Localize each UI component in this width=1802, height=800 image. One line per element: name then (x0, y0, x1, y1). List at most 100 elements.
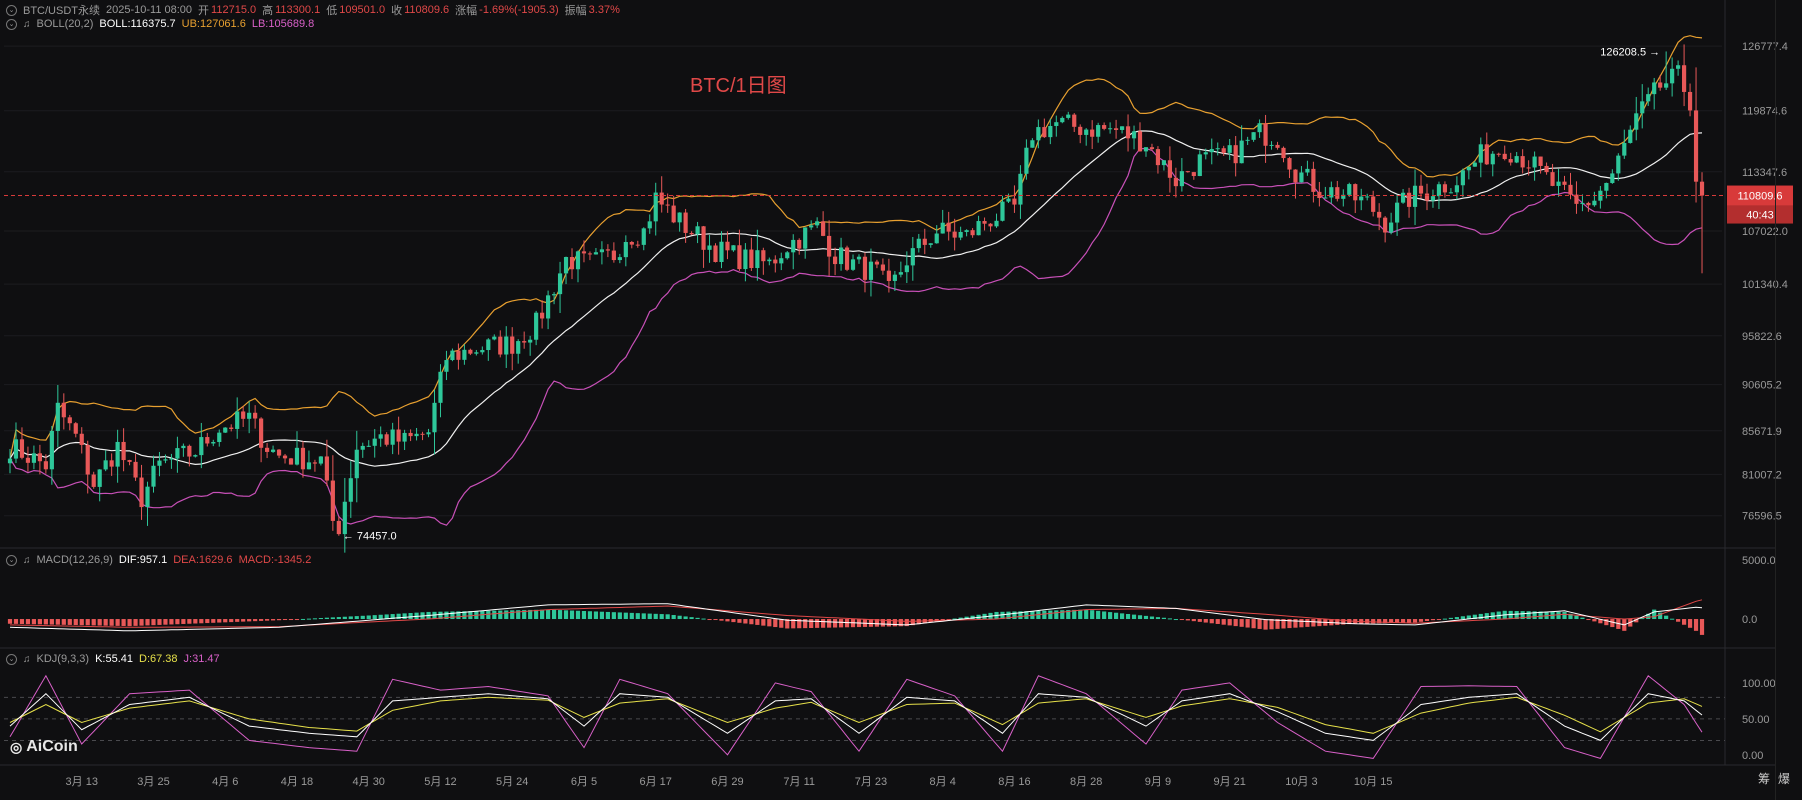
macd-histogram-bar (1400, 619, 1406, 623)
candle-body (1078, 126, 1083, 135)
candle-body (61, 402, 66, 418)
candle-body (1418, 185, 1424, 194)
candle-body (163, 459, 168, 461)
candle-body (1281, 147, 1286, 159)
macd-histogram-bar (79, 619, 84, 626)
price-axis-label: 101340.4 (1742, 279, 1788, 291)
candle-body (1556, 181, 1561, 186)
macd-histogram-bar (1430, 619, 1436, 621)
close-label: 收 (391, 5, 403, 17)
macd-histogram-bar (1687, 619, 1693, 628)
candle-body (247, 412, 252, 419)
macd-histogram-bar (611, 612, 616, 620)
candle-body (229, 427, 234, 429)
candle-body (37, 453, 42, 462)
candle-body (1676, 65, 1681, 69)
candle-body (1311, 168, 1316, 192)
macd-histogram-bar (1108, 612, 1113, 620)
candle-body (1514, 156, 1519, 163)
candle-body (671, 205, 676, 223)
boll-upper-band (9, 35, 1703, 459)
macd-histogram-bar (510, 610, 515, 620)
macd-histogram-bar (247, 619, 252, 622)
collapse-icon[interactable]: ⌄ (6, 18, 17, 30)
chevron-icon[interactable]: ⌄ (6, 4, 17, 16)
candle-body (1113, 128, 1119, 130)
candle-body (157, 460, 162, 466)
candle-body (779, 258, 784, 264)
candle-body (1119, 126, 1125, 130)
collapse-icon[interactable]: ⌄ (6, 554, 17, 566)
candle-body (79, 433, 84, 445)
macd-histogram-bar (1676, 619, 1681, 622)
macd-histogram-bar (127, 619, 132, 627)
candle-body (922, 238, 927, 245)
macd-histogram-bar (1634, 619, 1639, 623)
time-axis-label: 8月 16 (998, 776, 1030, 788)
macd-histogram-bar (1131, 614, 1137, 620)
macd-histogram-bar (832, 619, 838, 628)
high-label: 高 (262, 5, 274, 17)
macd-histogram-bar (1173, 619, 1178, 621)
candle-body (1000, 201, 1005, 221)
logo-text: AiCoin (26, 738, 78, 755)
macd-histogram-bar (563, 610, 569, 620)
macd-histogram-bar (139, 619, 144, 626)
candle-body (414, 433, 419, 437)
candle-body (964, 230, 969, 232)
candle-body (1610, 173, 1615, 183)
candle-body (1484, 144, 1489, 165)
macd-histogram-bar (145, 619, 150, 626)
side-label-explode[interactable]: 爆 (1777, 772, 1798, 786)
candle-body (193, 455, 198, 457)
macd-histogram-bar (1263, 619, 1268, 630)
macd-histogram-bar (773, 619, 778, 628)
candle-body (1036, 127, 1041, 141)
candle-body (1209, 149, 1214, 153)
candle-body (1341, 194, 1346, 199)
candle-body (1233, 145, 1238, 164)
macd-histogram-bar (647, 613, 652, 620)
side-label-chip[interactable]: 筹 (1757, 772, 1778, 786)
bell-icon[interactable]: ♫ (23, 554, 31, 566)
bell-icon[interactable]: ♫ (23, 18, 31, 30)
macd-histogram-bar (354, 616, 359, 620)
candle-body (1245, 139, 1250, 141)
candle-body (641, 228, 646, 245)
candle-body (593, 252, 599, 255)
kdj-axis-label: 100.00 (1742, 678, 1776, 690)
macd-histogram-bar (276, 619, 282, 621)
candle-body (1108, 128, 1113, 130)
macd-histogram-bar (49, 619, 54, 625)
candle-body (1179, 171, 1184, 187)
macd-histogram-bar (528, 609, 533, 620)
candle-body (1359, 196, 1364, 201)
open-label: 开 (198, 5, 210, 17)
candle-body (91, 474, 96, 487)
candle-body (1389, 222, 1394, 233)
candle-body (1586, 202, 1591, 206)
macd-histogram-bar (1185, 619, 1190, 621)
macd-histogram-bar (31, 619, 37, 625)
boll-label: BOLL(20,2) (36, 18, 94, 30)
candle-body (653, 192, 658, 222)
candle-body (330, 480, 335, 521)
kdj-k-line (9, 693, 1703, 741)
macd-axis-label: 0.0 (1742, 614, 1757, 626)
macd-histogram-bar (707, 619, 712, 621)
macd-histogram-bar (1562, 611, 1567, 620)
macd-histogram-bar (348, 616, 353, 620)
macd-histogram-bar (1424, 619, 1430, 621)
candle-body (791, 239, 796, 253)
candle-body (402, 432, 407, 442)
macd-histogram-bar (683, 616, 688, 620)
macd-histogram-bar (1478, 613, 1483, 620)
macd-histogram-bar (312, 618, 318, 620)
collapse-icon[interactable]: ⌄ (6, 653, 17, 665)
bell-icon[interactable]: ♫ (23, 653, 31, 665)
countdown-value: 40:43 (1746, 210, 1774, 222)
macd-histogram-bar (187, 619, 192, 624)
candle-body (121, 441, 126, 461)
candle-body (1693, 110, 1699, 182)
